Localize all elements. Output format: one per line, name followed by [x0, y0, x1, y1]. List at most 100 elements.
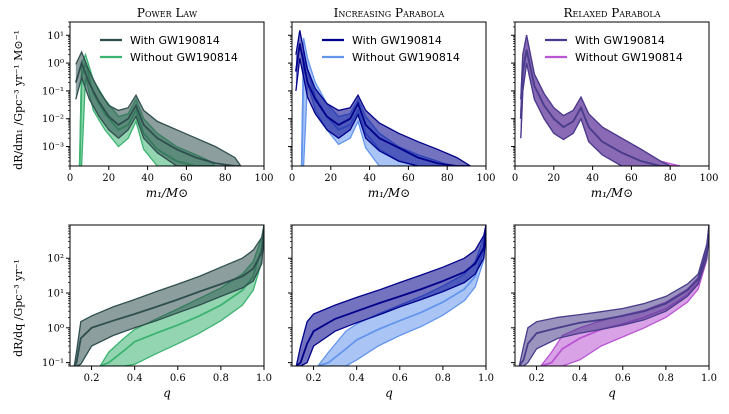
legend-label: Without GW190814 [575, 51, 683, 64]
x-axis-label: q [608, 386, 616, 400]
x-tick-label: 0.8 [435, 373, 451, 384]
x-tick-label: 20 [547, 173, 560, 184]
axes-frame [514, 21, 710, 167]
panel-3: 0 20 40 60 80 100 m₁/M⊙ Relaxed Parabola With GW… [511, 6, 719, 200]
x-tick-label: 0.2 [306, 373, 322, 384]
legend-label: Without GW190814 [130, 51, 238, 64]
median-line-with [519, 49, 671, 166]
lower-line-with [295, 58, 471, 166]
x-tick-label: 60 [625, 173, 638, 184]
x-tick-label: 0.2 [84, 373, 100, 384]
median-line-with [295, 43, 471, 166]
y-tick-label: 10⁰ [47, 59, 64, 70]
median-line-with [518, 228, 709, 366]
median-line-with [74, 60, 241, 166]
x-axis-label: q [385, 386, 393, 400]
axes-frame [69, 224, 265, 367]
x-tick-label: 0 [512, 173, 518, 184]
panel-title: Increasing Parabola [334, 6, 445, 20]
lower-line-with [74, 231, 264, 366]
upper-line-with [75, 50, 242, 166]
x-tick-label: 40 [586, 173, 599, 184]
upper-line-with [295, 30, 471, 166]
lower-line-with [520, 62, 671, 166]
panel-title: Relaxed Parabola [563, 6, 660, 20]
plot-area [295, 225, 486, 366]
x-tick-label: 40 [363, 173, 376, 184]
plot-area [295, 30, 471, 166]
x-tick-label: 1.0 [478, 373, 494, 384]
axes-frame [291, 224, 487, 367]
y-tick-label: 10⁻³ [42, 142, 64, 153]
y-tick-label: 10¹ [47, 31, 64, 42]
x-tick-label: 0 [289, 173, 295, 184]
median-line-with [73, 228, 264, 366]
axes-frame [514, 224, 710, 367]
plot-area [518, 225, 709, 366]
x-tick-label: 80 [664, 173, 677, 184]
x-tick-label: 80 [219, 173, 232, 184]
plot-area [73, 225, 264, 366]
x-tick-label: 0.8 [213, 373, 229, 384]
upper-line-with [73, 225, 264, 366]
legend-label: Without GW190814 [352, 51, 460, 64]
panel-title: Power Law [137, 6, 198, 20]
panel-4: 0.2 0.4 0.6 0.8 1.0 10⁻¹ 10⁰ 10¹ 10² q [42, 224, 272, 400]
x-tick-label: 20 [102, 173, 115, 184]
x-tick-label: 60 [402, 173, 415, 184]
plot-area [519, 35, 681, 166]
band-with [519, 225, 709, 366]
x-tick-label: 0.4 [127, 373, 143, 384]
x-tick-label: 100 [476, 173, 495, 184]
band-with [296, 225, 486, 366]
panel-1: 0 20 40 60 80 100 10⁻³ 10⁻² 10⁻¹ 10⁰ 10¹ m₁/M⊙ Power… [42, 6, 274, 200]
x-tick-label: 100 [254, 173, 273, 184]
lower-line-with [296, 231, 486, 366]
x-tick-label: 0 [67, 173, 73, 184]
plot-area [74, 50, 242, 166]
lower-line-with [75, 75, 241, 166]
lower-line-with [519, 231, 709, 366]
band-without [79, 54, 216, 166]
x-tick-label: 0.6 [170, 373, 186, 384]
band-with [75, 52, 241, 166]
upper-line-with [518, 225, 709, 366]
x-axis-label: m₁/M⊙ [591, 186, 634, 200]
q-ylabel: dR/dq /Gpc⁻³ yr⁻¹ [12, 259, 25, 357]
band-with [74, 225, 264, 366]
x-axis-label: q [163, 386, 171, 400]
lower-line-without [100, 231, 264, 366]
y-tick-label: 10⁻¹ [42, 358, 64, 369]
x-tick-label: 40 [141, 173, 154, 184]
panel-2: 0 20 40 60 80 100 m₁/M⊙ Increasing Parabola With… [288, 6, 496, 200]
x-tick-label: 0.4 [349, 373, 365, 384]
band-without [100, 225, 264, 366]
band-with [295, 30, 471, 166]
x-axis-label: m₁/M⊙ [146, 186, 189, 200]
legend-label: With GW190814 [352, 34, 442, 47]
y-tick-label: 10² [47, 254, 64, 265]
y-tick-label: 10⁻¹ [42, 86, 64, 97]
lower-line-without [317, 231, 486, 366]
x-tick-label: 0.6 [392, 373, 408, 384]
upper-line-with [295, 225, 486, 366]
legend-label: With GW190814 [130, 34, 220, 47]
band-with [520, 35, 671, 166]
mass-ylabel: dR/dm₁ /Gpc⁻³ yr⁻¹ M⊙⁻¹ [12, 30, 25, 170]
x-tick-label: 80 [441, 173, 454, 184]
upper-line-with [520, 35, 671, 166]
x-tick-label: 0.4 [572, 373, 588, 384]
panel-5: 0.2 0.4 0.6 0.8 1.0 q [288, 224, 494, 400]
lower-line-without [540, 231, 709, 366]
legend-label: With GW190814 [575, 34, 665, 47]
x-tick-label: 1.0 [256, 373, 272, 384]
panel-6: 0.2 0.4 0.6 0.8 1.0 q [511, 224, 717, 400]
x-tick-label: 0.8 [658, 373, 674, 384]
y-tick-label: 10⁰ [47, 323, 64, 334]
y-tick-label: 10¹ [47, 289, 64, 300]
x-tick-label: 1.0 [701, 373, 717, 384]
panels: 0 20 40 60 80 100 10⁻³ 10⁻² 10⁻¹ 10⁰ 10¹ m₁/M⊙ Power… [42, 6, 719, 400]
x-tick-label: 100 [699, 173, 718, 184]
x-tick-label: 20 [324, 173, 337, 184]
